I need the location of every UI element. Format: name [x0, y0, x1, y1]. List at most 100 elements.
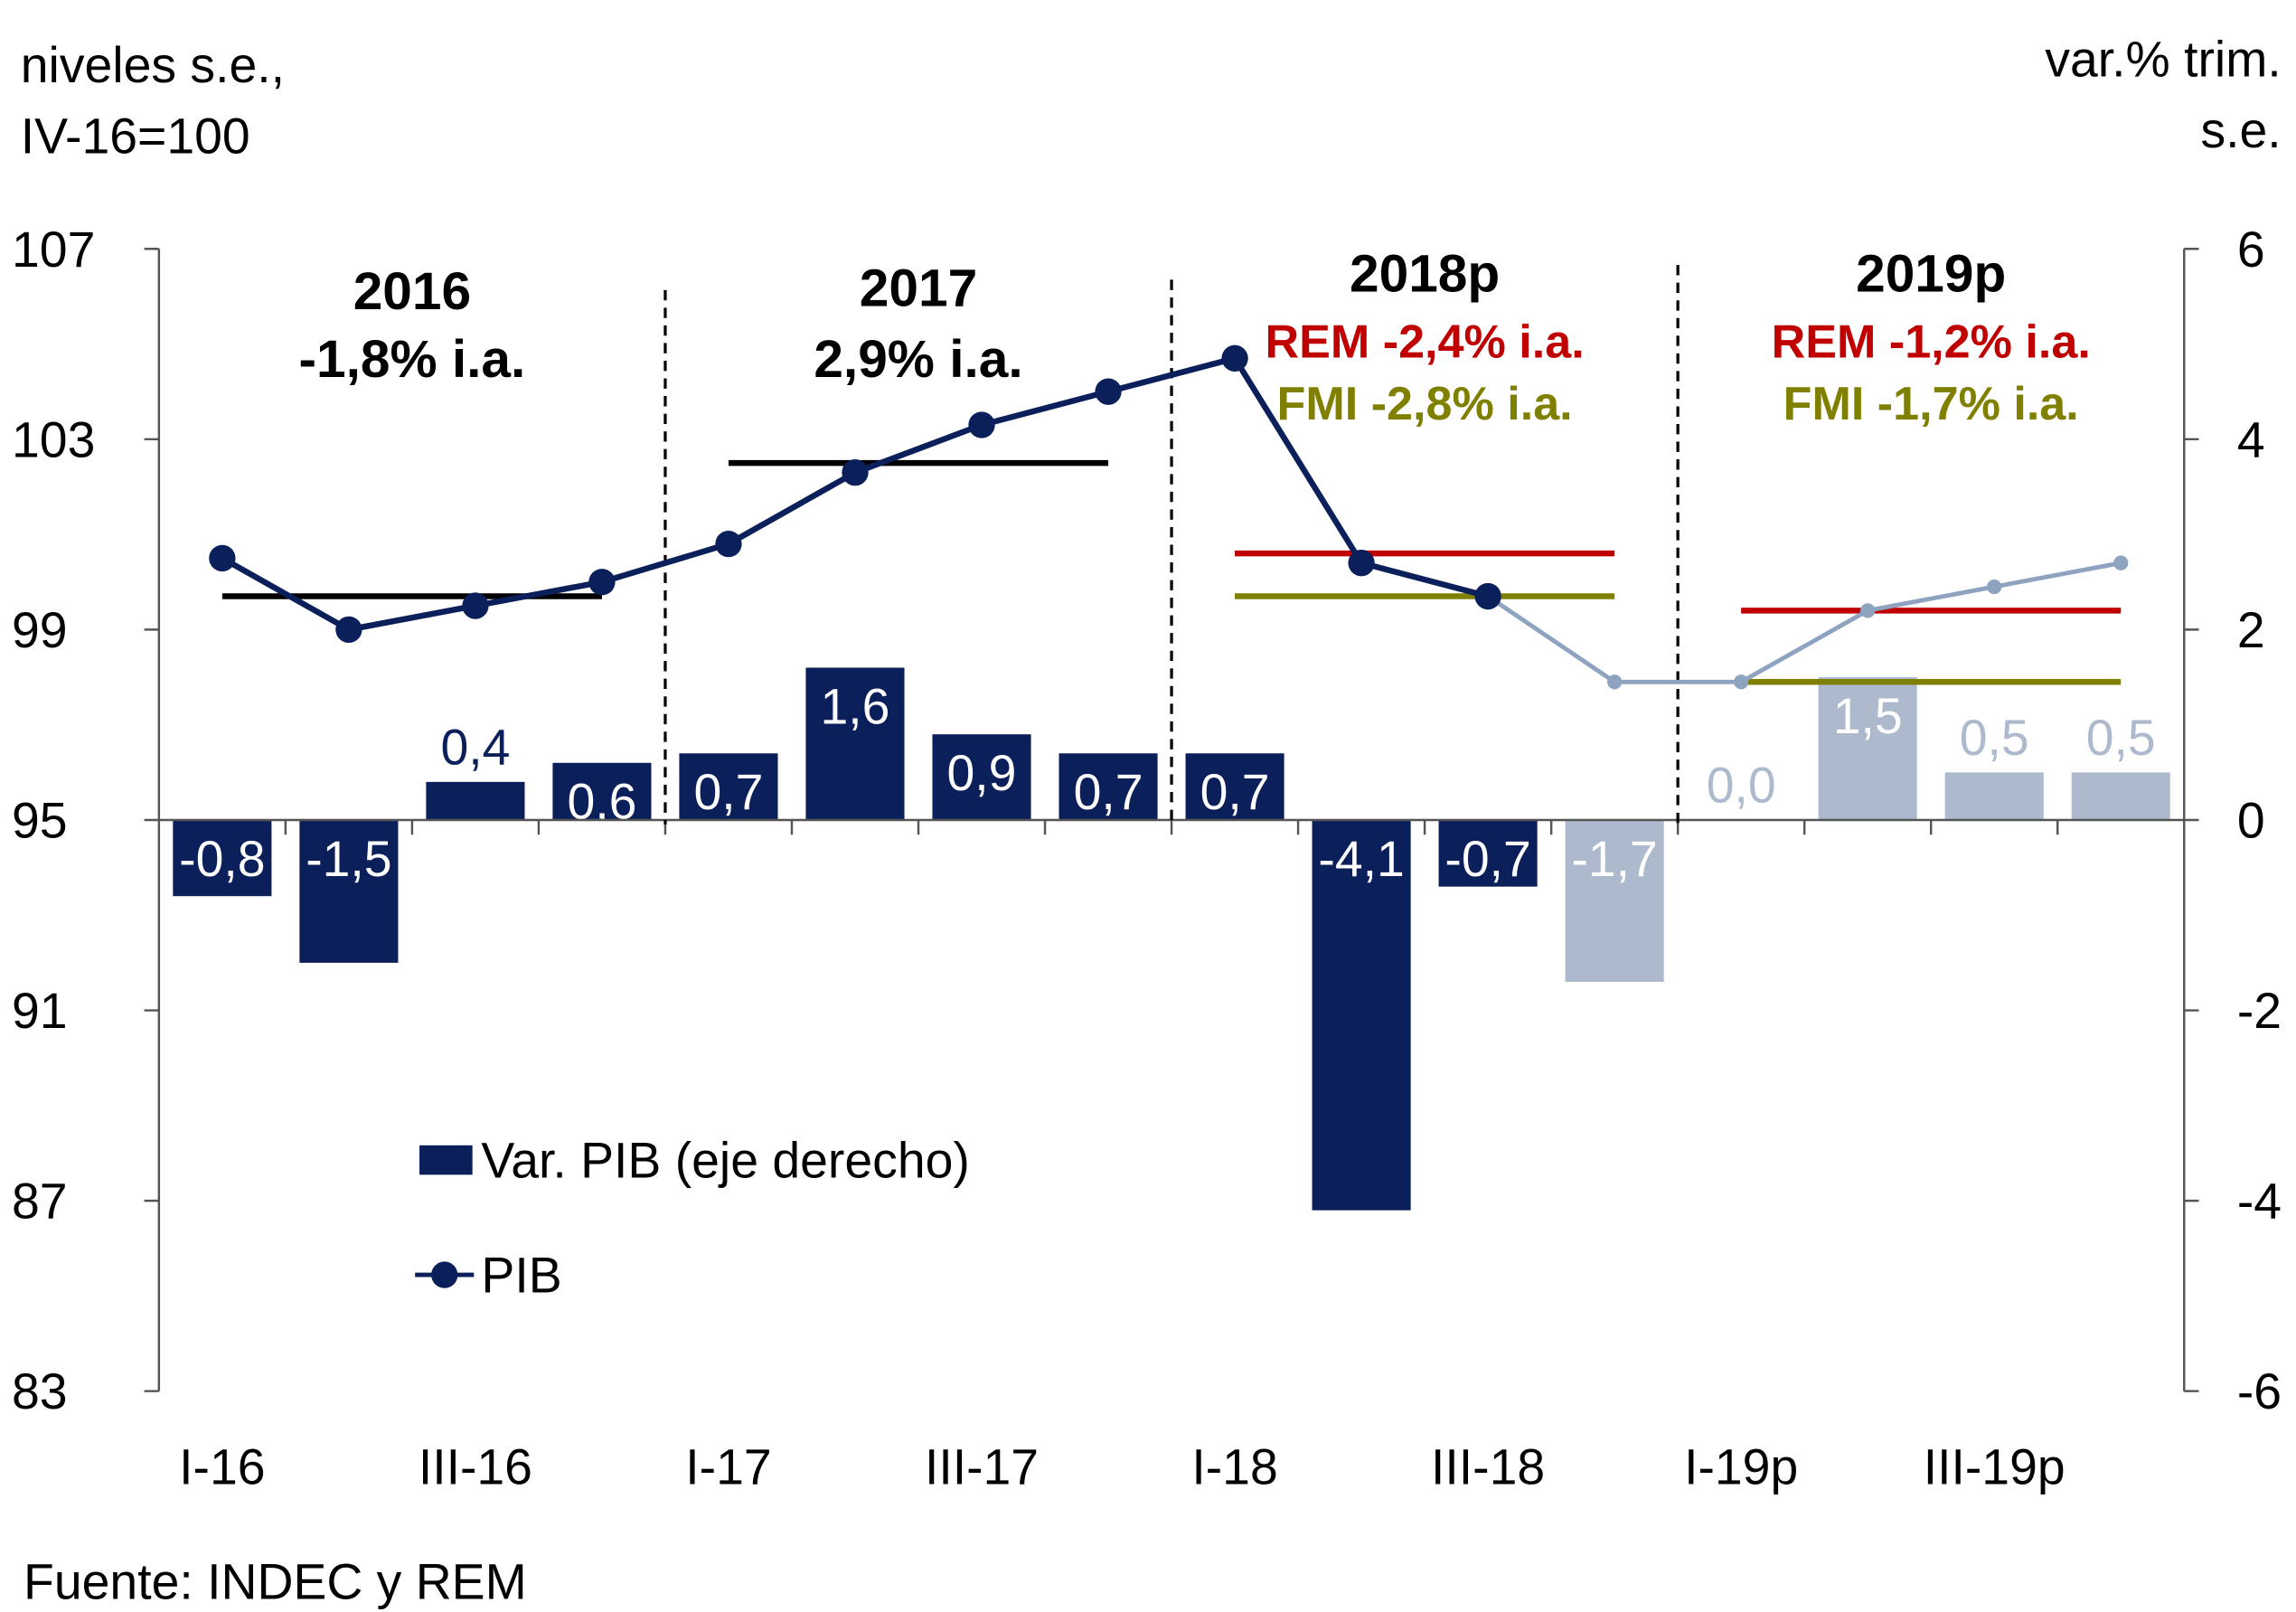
pib-point-I-17 [715, 530, 742, 558]
right-axis-title-1: var.% trim. [2045, 32, 2281, 88]
pib-line-segment [1867, 584, 1995, 613]
right-tick-label: 6 [2237, 222, 2265, 278]
bar-label: -1,7 [1571, 831, 1657, 887]
right-tick-label: 2 [2237, 602, 2265, 658]
left-tick-label: 87 [12, 1174, 68, 1230]
bar-label: 0,7 [1200, 764, 1270, 820]
right-tick-label: 4 [2237, 411, 2265, 467]
bar-III-19p [1944, 772, 2044, 820]
pib-point-II-17 [842, 459, 869, 486]
pib-point-IV-16 [588, 569, 616, 596]
pib-line-segment [348, 602, 476, 633]
pib-point-I-19p [1734, 674, 1749, 690]
right-tick-label: -2 [2237, 983, 2282, 1039]
period-title: 2017 [860, 259, 977, 318]
bar-II-18 [1312, 819, 1411, 1211]
bar-III-17 [932, 734, 1031, 820]
pib-line-segment [853, 421, 983, 476]
right-tick-label: -4 [2237, 1174, 2282, 1230]
pib-point-III-19p [1987, 579, 2002, 595]
pib-line-segment [727, 469, 857, 547]
pib-line-segment [221, 555, 351, 633]
period-title: 2016 [353, 262, 471, 321]
pib-point-I-16 [209, 544, 236, 572]
bar-II-19p [1818, 677, 1917, 820]
left-tick-label: 95 [12, 793, 68, 849]
pib-point-IV-18 [1607, 674, 1623, 690]
x-tick-label: I-16 [179, 1438, 265, 1494]
bar-IV-19p [2071, 772, 2170, 820]
pib-point-III-18 [1474, 582, 1501, 610]
bar-label: -0,8 [179, 831, 265, 887]
legend-line-label: PIB [481, 1248, 561, 1304]
bar-label: -0,7 [1444, 831, 1530, 887]
bar-label: 0,6 [567, 774, 636, 830]
left-tick-label: 103 [12, 411, 95, 467]
left-tick-label: 83 [12, 1363, 68, 1419]
source-note: Fuente: INDEC y REM [24, 1553, 527, 1609]
x-tick-label: I-19p [1684, 1438, 1798, 1494]
bar-label: -1,5 [306, 831, 391, 887]
x-tick-label: I-18 [1191, 1438, 1277, 1494]
pib-point-IV-17 [1095, 378, 1122, 405]
pib-line-segment [1107, 355, 1236, 395]
bar-label: 0,9 [947, 745, 1017, 801]
pib-point-III-17 [968, 411, 995, 438]
left-tick-label: 107 [12, 222, 95, 278]
legend-line-marker [431, 1261, 458, 1288]
bar-IV-16 [552, 762, 652, 820]
right-axis-title-2: s.e. [2200, 102, 2281, 158]
pib-line-segment [1486, 594, 1616, 684]
left-tick-label: 91 [12, 983, 68, 1039]
right-tick-label: 0 [2237, 793, 2265, 849]
bar-IV-17 [1059, 753, 1158, 820]
bar-label: 0,5 [1960, 710, 2029, 766]
bar-I-18 [1185, 753, 1284, 820]
period-growth-text: FMI -2,8% i.a. [1277, 378, 1573, 430]
pib-line-segment [600, 541, 729, 585]
pib-line-segment [475, 579, 603, 609]
left-axis-title-1: niveles s.e., [21, 37, 285, 93]
period-growth-text: REM -2,4% i.a. [1266, 316, 1585, 369]
left-axis-title-2: IV-16=100 [21, 108, 250, 164]
pib-point-II-19p [1860, 603, 1876, 618]
bar-label: 1,5 [1833, 688, 1903, 744]
x-tick-label: I-17 [685, 1438, 771, 1494]
bar-I-17 [679, 753, 778, 820]
pib-point-I-18 [1221, 344, 1248, 372]
legend-bar-swatch [419, 1145, 473, 1175]
pib-line-segment [1232, 356, 1364, 565]
x-tick-label: III-17 [925, 1438, 1039, 1494]
bar-IV-18 [1565, 819, 1664, 982]
bar-label: 1,6 [821, 678, 890, 734]
pib-point-II-16 [335, 616, 362, 644]
x-tick-label: III-19p [1924, 1438, 2065, 1494]
x-tick-label: III-18 [1431, 1438, 1545, 1494]
bar-II-17 [805, 667, 905, 820]
period-growth-text: 2,9% i.a. [814, 330, 1022, 389]
bar-label: 0,5 [2086, 710, 2156, 766]
pib-line-segment [1739, 608, 1869, 684]
bar-I-16 [173, 819, 272, 897]
pib-line-segment [1993, 561, 2122, 589]
pib-point-IV-19p [2113, 555, 2129, 570]
pib-line-segment [981, 389, 1109, 429]
pib-line-segment [1360, 560, 1489, 599]
bar-III-18 [1438, 819, 1538, 887]
bar-label: 0,0 [1707, 757, 1776, 813]
bar-II-16 [299, 819, 399, 963]
period-title: 2019p [1856, 244, 2006, 303]
period-growth-text: FMI -1,7% i.a. [1783, 378, 2079, 430]
left-tick-label: 99 [12, 602, 68, 658]
bar-label: 0,7 [1074, 764, 1143, 820]
pib-point-II-18 [1348, 550, 1375, 577]
period-title: 2018p [1350, 244, 1500, 303]
legend: Var. PIB (eje derecho) PIB [415, 1133, 970, 1304]
right-tick-label: -6 [2237, 1363, 2282, 1419]
pib-point-III-16 [462, 592, 489, 619]
bar-label: 0,4 [440, 719, 510, 775]
bar-label: -4,1 [1318, 831, 1404, 887]
x-tick-label: III-16 [419, 1438, 532, 1494]
bar-III-16 [426, 781, 525, 820]
